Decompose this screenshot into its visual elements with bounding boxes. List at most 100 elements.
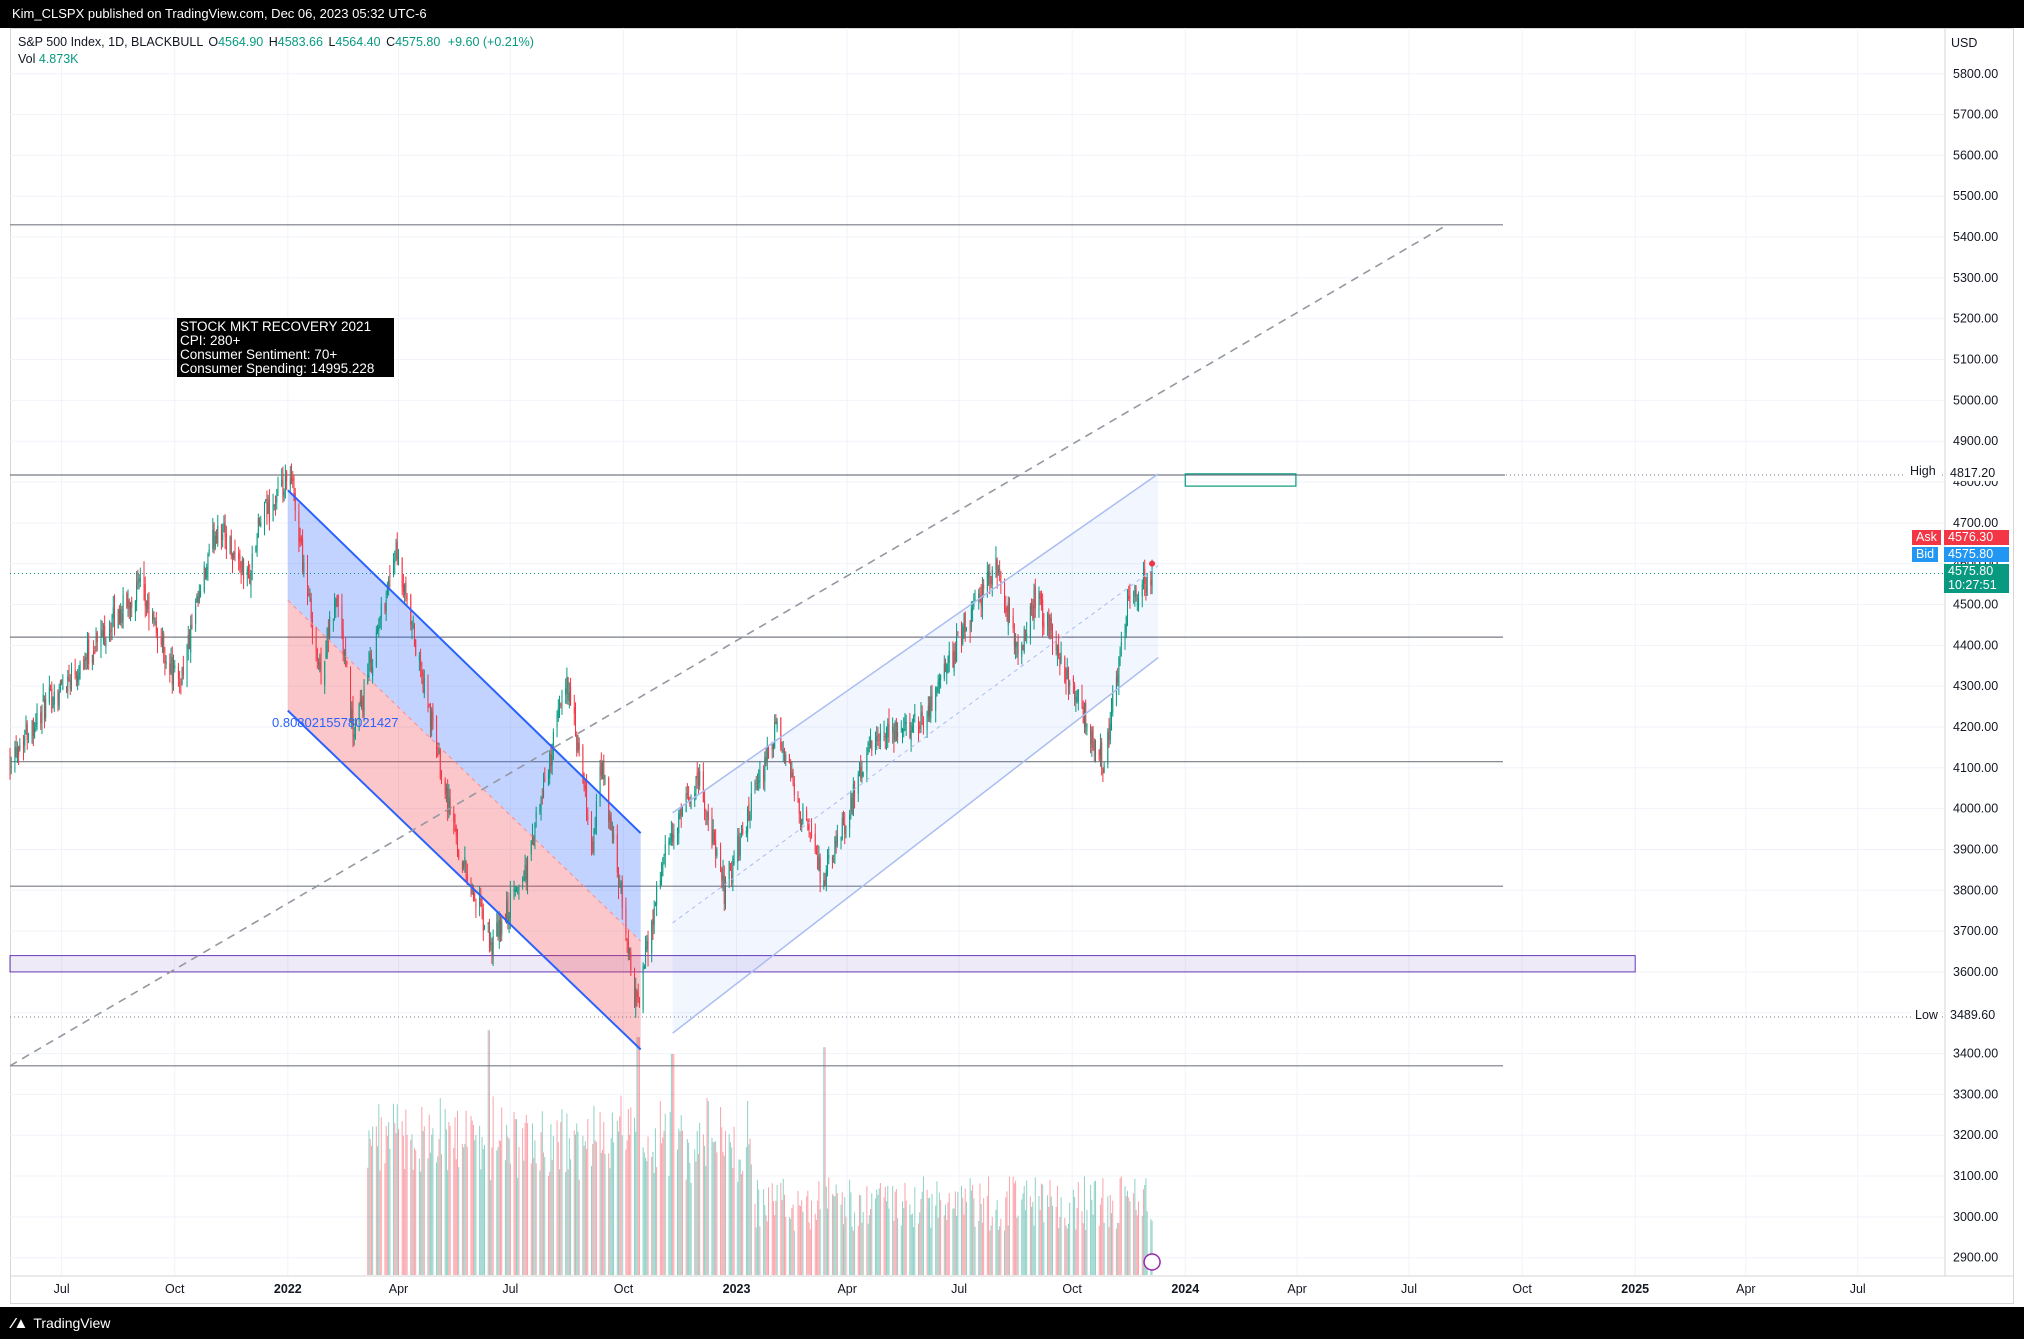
volume-bar	[811, 1200, 813, 1275]
currency-label[interactable]: USD	[1951, 36, 1978, 50]
candle-body	[973, 602, 975, 607]
candle-body	[94, 651, 96, 654]
candle-body	[48, 687, 50, 703]
candle-body	[930, 695, 932, 719]
volume-bar	[1075, 1229, 1077, 1275]
candle-body	[689, 801, 691, 805]
volume-bar	[1085, 1230, 1087, 1275]
candle-body	[1102, 768, 1104, 774]
candle-body	[138, 578, 140, 581]
symbol-name[interactable]: S&P 500 Index, 1D, BLACKBULL	[18, 35, 203, 49]
volume-bar	[1059, 1216, 1061, 1275]
candle-body	[1024, 629, 1026, 633]
volume-bar	[874, 1198, 876, 1275]
candle-body	[1039, 593, 1041, 599]
candle-body	[411, 624, 413, 628]
volume-bar	[661, 1143, 663, 1275]
volume-bar	[1058, 1228, 1060, 1275]
volume-bar	[721, 1127, 723, 1275]
volume-bar	[962, 1197, 964, 1275]
volume-bar	[742, 1170, 744, 1275]
volume-bar	[722, 1152, 724, 1275]
candle-body	[300, 536, 302, 542]
candle-body	[9, 758, 11, 770]
volume-bar	[1005, 1197, 1007, 1275]
candle-body	[438, 746, 440, 753]
volume-bar	[690, 1182, 692, 1275]
volume-bar	[841, 1192, 843, 1275]
high-tag-label: High	[1906, 464, 1940, 479]
volume-bar	[706, 1097, 708, 1275]
candle-body	[978, 593, 980, 601]
volume-bar	[737, 1181, 739, 1275]
annotation-note[interactable]: STOCK MKT RECOVERY 2021 CPI: 280+ Consum…	[177, 318, 394, 377]
volume-label[interactable]: Vol	[18, 52, 36, 66]
volume-bar	[953, 1208, 955, 1275]
tradingview-logo[interactable]: ⁄▲ TradingView	[12, 1314, 110, 1332]
volume-bar	[1118, 1223, 1120, 1275]
candle-body	[126, 593, 128, 608]
volume-bar	[1092, 1214, 1094, 1275]
candle-body	[858, 769, 860, 776]
volume-bar	[420, 1171, 422, 1275]
tradingview-logo-icon: ⁄▲	[12, 1314, 28, 1332]
candle-body	[1026, 633, 1028, 636]
candle-body	[1107, 732, 1109, 765]
volume-bar	[463, 1147, 465, 1275]
candle-body	[929, 702, 931, 716]
candle-body	[621, 881, 623, 909]
volume-bar	[466, 1146, 468, 1275]
candle-body	[656, 886, 658, 906]
candle-body	[207, 554, 209, 570]
volume-bar	[711, 1137, 713, 1275]
candle-body	[801, 819, 803, 828]
volume-bar	[575, 1134, 577, 1275]
volume-bar	[801, 1200, 803, 1275]
volume-bar	[997, 1229, 999, 1275]
candle-body	[394, 561, 396, 563]
low-tag-label: Low	[1911, 1008, 1942, 1023]
candle-body	[1043, 622, 1045, 629]
candle-body	[441, 779, 443, 782]
candle-body	[52, 707, 54, 709]
volume-bar	[1101, 1197, 1103, 1275]
candle-body	[70, 667, 72, 685]
volume-bar	[1034, 1177, 1036, 1275]
volume-bar	[952, 1208, 954, 1275]
candle-body	[534, 822, 536, 842]
candle-body	[577, 743, 579, 750]
candle-body	[232, 558, 234, 562]
candle-body	[876, 736, 878, 742]
y-tick-label: 4000.00	[1953, 802, 1998, 816]
y-tick-label: 3800.00	[1953, 883, 1998, 897]
candle-body	[1008, 597, 1010, 612]
volume-bar	[672, 1054, 674, 1275]
candle-body	[647, 937, 649, 955]
volume-bar	[809, 1229, 811, 1275]
candle-body	[943, 663, 945, 679]
candle-body	[332, 619, 334, 621]
volume-bar	[702, 1134, 704, 1275]
candle-body	[423, 678, 425, 695]
candle-body	[36, 709, 38, 724]
candle-body	[272, 504, 274, 522]
volume-bar	[929, 1197, 931, 1275]
volume-bar	[768, 1187, 770, 1275]
chart-frame[interactable]	[10, 28, 2014, 1304]
candle-body	[1115, 677, 1117, 695]
change-value: +9.60 (+0.21%)	[447, 35, 534, 49]
volume-bar	[609, 1168, 611, 1275]
volume-bar	[980, 1204, 982, 1275]
candle-body	[225, 533, 227, 551]
volume-bar	[396, 1104, 398, 1275]
volume-bar	[506, 1124, 508, 1275]
candle-body	[669, 838, 671, 844]
y-tick-label: 5100.00	[1953, 353, 1998, 367]
volume-bar	[888, 1208, 890, 1275]
volume-bar	[1065, 1225, 1067, 1275]
volume-bar	[1032, 1201, 1034, 1275]
price-chart[interactable]: Jul Oct 2022 Apr Jul Oct 2023 Apr Jul Oct 2024 Apr J…	[0, 0, 2024, 1307]
volume-bar	[1064, 1217, 1066, 1275]
volume-bar	[1050, 1196, 1052, 1275]
candle-body	[704, 800, 706, 812]
